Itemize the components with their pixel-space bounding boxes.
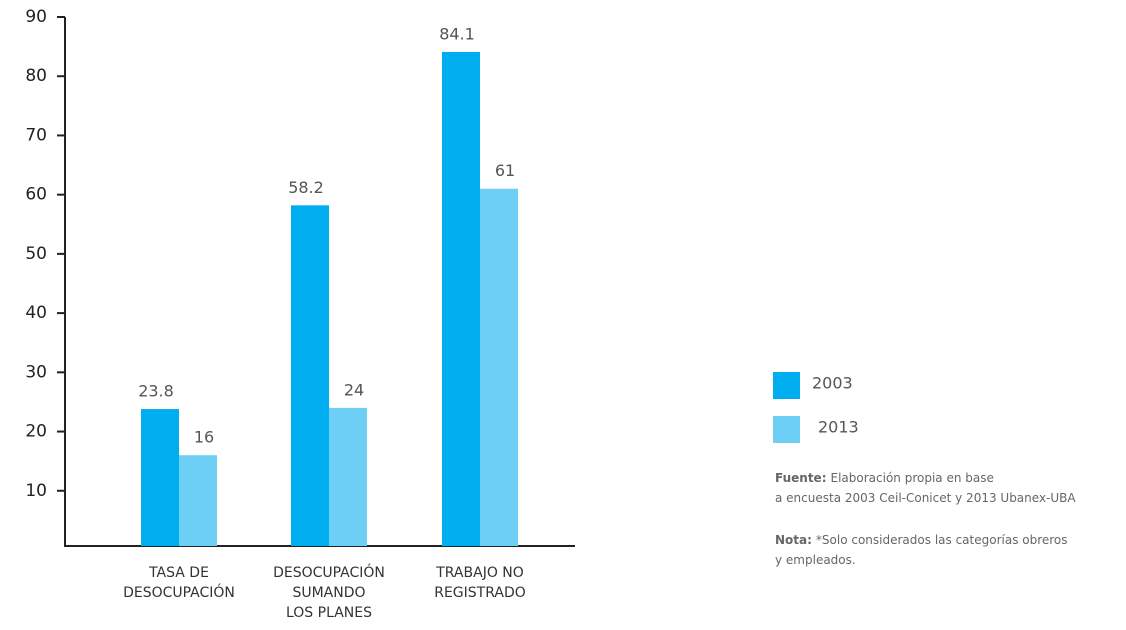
value-label: 16 <box>194 428 214 447</box>
value-label: 58.2 <box>288 178 324 197</box>
note-label: Nota: <box>775 533 812 547</box>
y-tick-label: 40 <box>25 303 47 323</box>
x-tick-label: DESOCUPACIÓN <box>123 583 235 601</box>
source: Fuente: Elaboración propia en base a encue… <box>775 471 1076 505</box>
legend-swatch <box>773 416 800 443</box>
bar <box>442 51 480 547</box>
value-label: 23.8 <box>138 382 174 401</box>
note-text: *Solo considerados las categorías obrero… <box>816 533 1068 547</box>
value-label: 24 <box>344 380 364 399</box>
y-tick-label: 20 <box>25 422 47 442</box>
value-label: 61 <box>495 161 515 180</box>
legend-swatch <box>773 372 800 399</box>
bar <box>329 407 367 546</box>
source-text: a encuesta 2003 Ceil-Conicet y 2013 Uban… <box>775 491 1076 505</box>
bar <box>141 409 179 546</box>
x-tick-label: DESOCUPACIÓN <box>273 563 385 581</box>
note-text: y empleados. <box>775 553 856 567</box>
legend-label: 2013 <box>818 418 859 437</box>
y-tick-label: 60 <box>25 185 47 205</box>
x-tick-label: LOS PLANES <box>286 605 372 621</box>
y-tick-label: 50 <box>25 244 47 264</box>
y-tick-label: 30 <box>25 362 47 382</box>
bar <box>179 455 217 546</box>
x-tick-label: REGISTRADO <box>434 585 526 601</box>
y-tick-label: 70 <box>25 125 47 145</box>
note: Nota: *Solo considerados las categorías o… <box>775 533 1068 567</box>
x-tick-label: TASA DE <box>148 565 209 581</box>
y-tick-label: 10 <box>25 481 47 501</box>
x-tick-label: TRABAJO NO <box>435 565 524 581</box>
legend-label: 2003 <box>812 374 853 393</box>
bar <box>291 205 329 546</box>
x-tick-label: SUMANDO <box>292 585 365 601</box>
y-tick-label: 80 <box>25 66 47 86</box>
value-label: 84.1 <box>439 24 475 43</box>
source-text: Elaboración propia en base <box>831 471 994 485</box>
bar <box>480 188 518 546</box>
source-label: Fuente: <box>775 471 827 485</box>
y-tick-label: 90 <box>25 7 47 27</box>
